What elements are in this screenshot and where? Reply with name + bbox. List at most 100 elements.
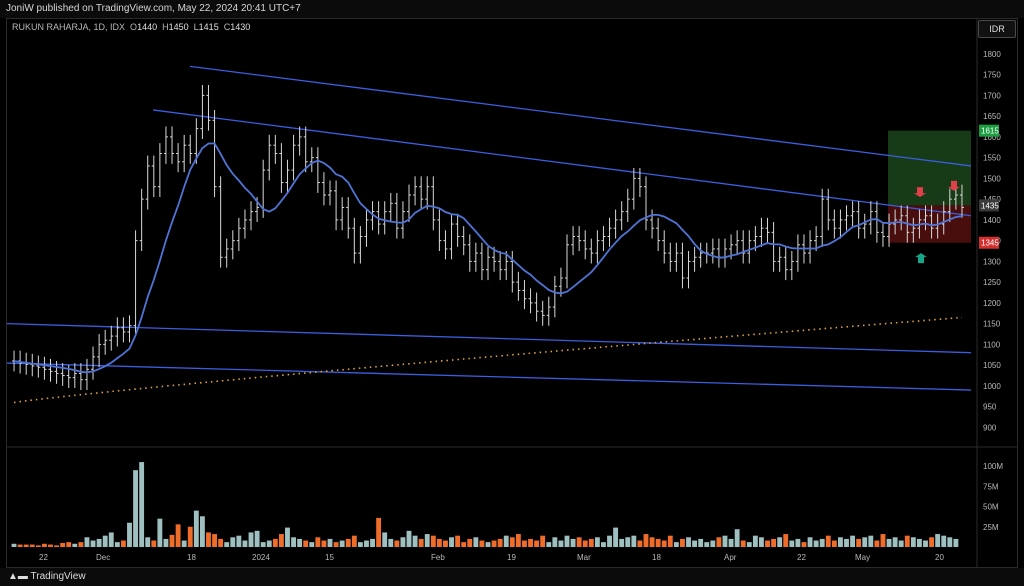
volume-bar (947, 537, 953, 547)
volume-bar (303, 540, 309, 547)
volume-bar (692, 540, 698, 547)
time-tick-label: Mar (577, 553, 591, 562)
volume-bar (151, 540, 157, 547)
volume-bar (230, 537, 236, 547)
volume-bar (11, 543, 17, 547)
volume-bar (850, 535, 856, 547)
volume-bar (35, 545, 41, 547)
volume-bar (655, 538, 661, 547)
volume-bar (345, 538, 351, 547)
volume-bar (133, 470, 138, 547)
volume-bar (291, 537, 296, 547)
volume-bar (272, 538, 278, 547)
volume-bar (102, 535, 108, 547)
tradingview-logo[interactable]: ▲▬ TradingView (8, 571, 86, 582)
volume-bar (339, 540, 345, 547)
volume-bar (637, 540, 643, 547)
long-moving-average (13, 316, 963, 404)
volume-bar (41, 543, 47, 547)
volume-bar (108, 532, 114, 547)
volume-bar (759, 537, 764, 547)
price-tick-label: 1250 (983, 278, 1001, 287)
volume-bar (127, 522, 132, 547)
sell-arrow-icon (914, 187, 926, 198)
time-tick-label: 22 (797, 553, 806, 562)
volume-bar (935, 534, 941, 547)
volume-bar (376, 517, 382, 547)
volume-bar (515, 534, 521, 547)
volume-bar (522, 540, 527, 547)
high-value: 1450 (168, 22, 189, 32)
time-tick-label: 22 (39, 553, 48, 562)
volume-bar (96, 538, 102, 547)
volume-bar (412, 535, 418, 547)
volume-bar (473, 537, 479, 547)
volume-bar (540, 535, 546, 547)
volume-bar (904, 535, 910, 547)
volume-bar (807, 537, 813, 547)
volume-bar (619, 538, 625, 547)
volume-bar (364, 540, 369, 547)
close-label: C (223, 22, 231, 32)
time-tick-label: 2024 (252, 553, 270, 562)
volume-bar (752, 535, 758, 547)
currency-button[interactable]: IDR (978, 20, 1016, 38)
volume-bar (430, 535, 436, 547)
buy-arrow-icon (915, 253, 927, 264)
volume-bar (163, 538, 169, 547)
time-tick-label: Dec (96, 553, 110, 562)
volume-bar (552, 537, 558, 547)
channel-line-2 (152, 109, 972, 217)
volume-bar (236, 535, 242, 547)
volume-bar (491, 540, 497, 547)
volume-bar (534, 540, 540, 547)
volume-bar (266, 540, 272, 547)
chart-area[interactable]: 9009501000105011001150120012501300135014… (6, 18, 1018, 568)
time-tick-label: 20 (935, 553, 944, 562)
time-tick-label: 18 (187, 553, 196, 562)
volume-bar (643, 534, 649, 547)
volume-bar (649, 537, 655, 547)
volume-bar (181, 540, 187, 547)
price-tick-label: 1150 (983, 320, 1001, 329)
volume-bar (321, 540, 327, 547)
low-label: L (193, 22, 199, 32)
volume-tick-label: 50M (983, 503, 999, 512)
volume-bar (528, 538, 533, 547)
volume-bar (224, 542, 230, 547)
volume-bar (661, 540, 667, 547)
time-tick-label: Apr (724, 553, 737, 562)
volume-bar (892, 537, 898, 547)
volume-bar (327, 538, 333, 547)
brand-text: TradingView (30, 571, 86, 582)
symbol-name: RUKUN RAHARJA, 1D, IDX (12, 22, 126, 32)
volume-bar (497, 538, 503, 547)
volume-bar (382, 532, 388, 547)
price-tick-label: 1700 (983, 91, 1001, 100)
channel-line-1 (189, 65, 972, 167)
volume-bar (838, 537, 843, 547)
volume-bar (187, 526, 193, 547)
price-chart[interactable]: 9009501000105011001150120012501300135014… (6, 19, 1017, 567)
volume-bar (607, 535, 612, 547)
volume-bar (929, 537, 935, 547)
moving-average (13, 142, 963, 374)
volume-bar (48, 544, 53, 547)
volume-bar (461, 542, 467, 547)
price-tick-label: 900 (983, 423, 997, 432)
price-tick-label: 1550 (983, 154, 1001, 163)
volume-tick-label: 25M (983, 523, 999, 532)
volume-bar (704, 542, 710, 547)
volume-bar (114, 542, 120, 547)
volume-bar (84, 537, 90, 547)
volume-bar (29, 544, 35, 547)
price-tick-label: 1500 (983, 174, 1001, 183)
volume-bar (789, 540, 795, 547)
volume-bar (120, 540, 126, 547)
volume-bar (449, 537, 454, 547)
volume-bar (819, 538, 825, 547)
volume-bar (813, 540, 819, 547)
time-tick-label: 19 (507, 553, 516, 562)
volume-bar (297, 538, 303, 547)
volume-bar (746, 542, 752, 547)
